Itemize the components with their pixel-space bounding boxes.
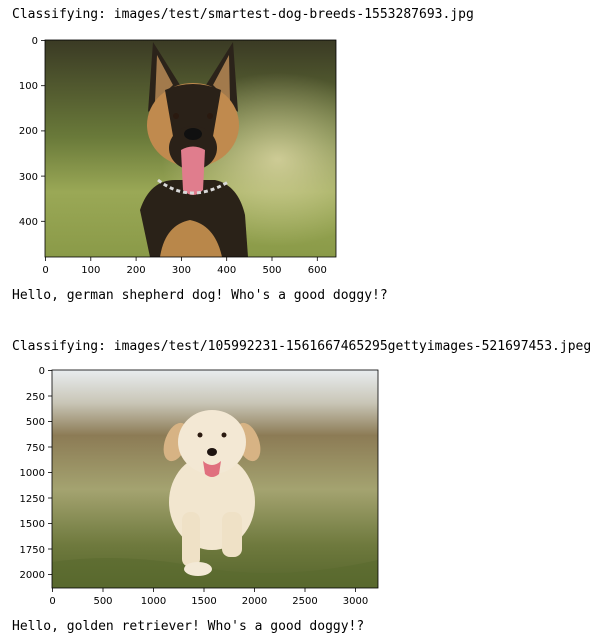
x-tick-label: 500 xyxy=(93,596,112,607)
x-tick-label: 600 xyxy=(308,265,327,276)
x-axis-plot-2: 0 500 1000 1500 2000 2500 3000 xyxy=(49,588,368,607)
y-tick-label: 100 xyxy=(19,81,38,92)
x-tick-label: 500 xyxy=(262,265,281,276)
x-tick-label: 2500 xyxy=(292,596,317,607)
x-tick-label: 400 xyxy=(217,265,236,276)
y-tick-label: 1000 xyxy=(20,468,45,479)
y-tick-label: 400 xyxy=(19,217,38,228)
x-axis-plot-1: 0 100 200 300 400 500 600 xyxy=(42,257,327,276)
y-tick-label: 0 xyxy=(32,36,38,47)
y-tick-label: 1500 xyxy=(20,519,45,530)
greeting-line-2: Hello, golden retriever! Who's a good do… xyxy=(12,619,365,634)
x-tick-label: 200 xyxy=(127,265,146,276)
x-tick-label: 0 xyxy=(42,265,48,276)
dog-photo-2 xyxy=(52,370,378,588)
greeting-line-1: Hello, german shepherd dog! Who's a good… xyxy=(12,288,388,303)
y-tick-label: 1750 xyxy=(20,545,45,556)
image-plot-1: 0 100 200 300 400 0 100 200 300 400 500 … xyxy=(0,30,360,280)
x-tick-label: 100 xyxy=(81,265,100,276)
y-tick-label: 250 xyxy=(26,392,45,403)
y-tick-label: 200 xyxy=(19,126,38,137)
y-tick-label: 500 xyxy=(26,417,45,428)
y-axis-plot-1: 0 100 200 300 400 xyxy=(19,36,45,228)
x-tick-label: 0 xyxy=(49,596,55,607)
x-tick-label: 2000 xyxy=(242,596,267,607)
y-tick-label: 750 xyxy=(26,443,45,454)
x-tick-label: 300 xyxy=(172,265,191,276)
classifying-line-2: Classifying: images/test/105992231-15616… xyxy=(12,339,592,354)
y-tick-label: 2000 xyxy=(20,570,45,581)
y-axis-plot-2: 0 250 500 750 1000 1250 1500 1750 2000 xyxy=(20,366,52,581)
x-tick-label: 1500 xyxy=(191,596,216,607)
y-tick-label: 1250 xyxy=(20,494,45,505)
image-plot-2: 0 250 500 750 1000 1250 1500 1750 2000 0… xyxy=(0,362,390,612)
dog-photo-1 xyxy=(45,40,336,257)
x-tick-label: 3000 xyxy=(343,596,368,607)
x-tick-label: 1000 xyxy=(141,596,166,607)
classifying-line-1: Classifying: images/test/smartest-dog-br… xyxy=(12,7,474,22)
y-tick-label: 300 xyxy=(19,172,38,183)
y-tick-label: 0 xyxy=(39,366,45,377)
